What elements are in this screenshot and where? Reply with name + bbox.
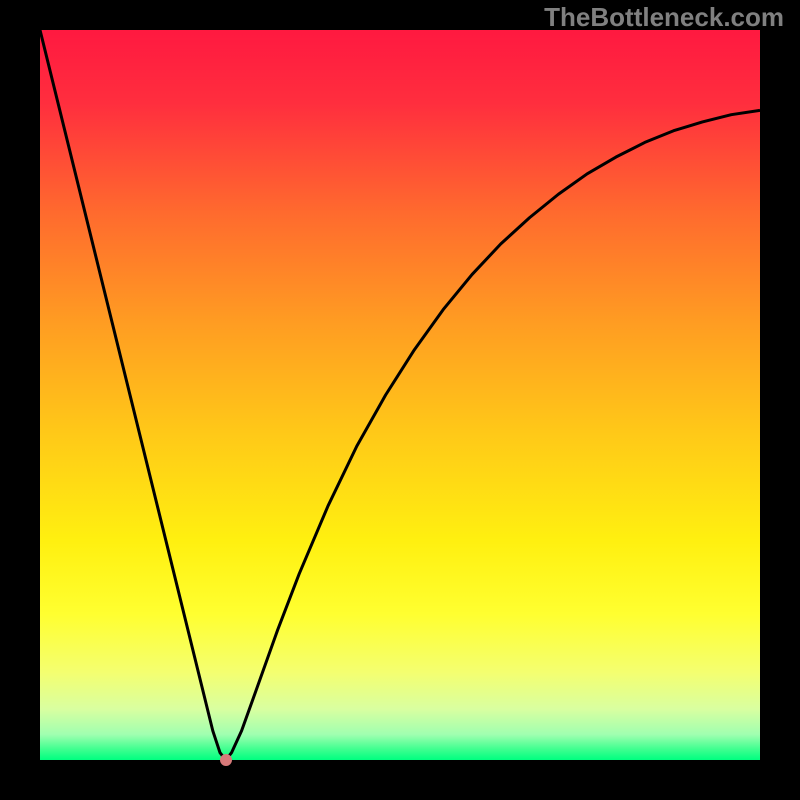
min-point-marker — [220, 754, 232, 766]
watermark-text: TheBottleneck.com — [544, 2, 784, 33]
bottleneck-curve — [40, 30, 760, 760]
chart-container: TheBottleneck.com — [0, 0, 800, 800]
plot-area — [40, 30, 760, 760]
